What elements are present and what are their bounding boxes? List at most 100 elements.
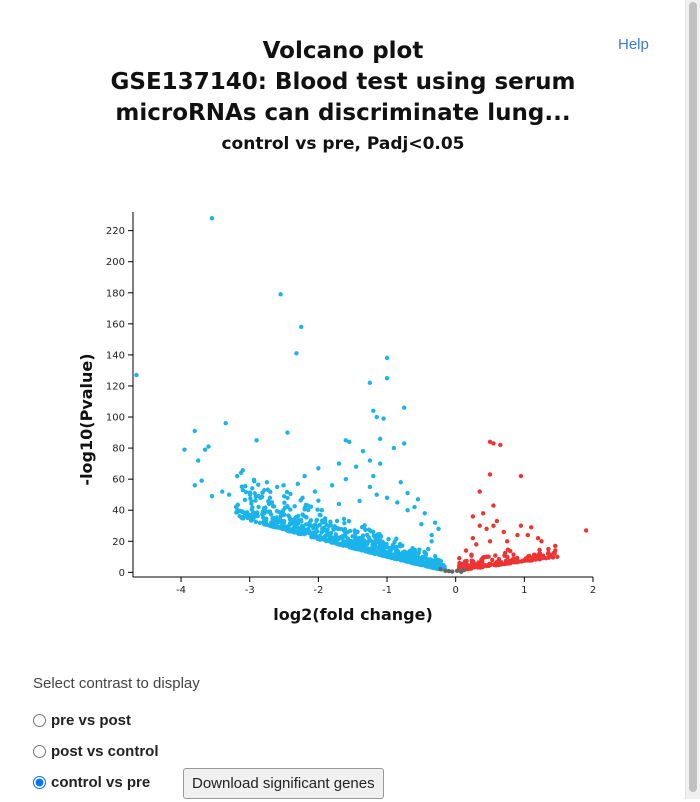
data-point	[518, 523, 524, 528]
data-point	[394, 548, 399, 553]
data-point	[196, 458, 201, 463]
data-point	[249, 518, 254, 523]
data-point	[514, 559, 519, 565]
data-point	[248, 496, 253, 501]
data-point	[469, 566, 474, 571]
data-point	[249, 507, 254, 512]
contrast-option-pre-vs-post[interactable]: pre vs post	[33, 709, 200, 731]
y-tick-label: 0	[119, 568, 125, 579]
data-point	[375, 532, 380, 537]
data-point	[313, 531, 318, 536]
data-point	[377, 461, 383, 466]
data-point	[366, 527, 372, 532]
data-point	[502, 553, 507, 558]
data-point	[401, 405, 407, 410]
data-point	[555, 554, 560, 559]
data-point	[338, 542, 343, 547]
data-point	[415, 497, 421, 502]
data-point	[333, 532, 338, 537]
data-point	[182, 447, 187, 452]
data-point	[501, 529, 506, 535]
data-point	[477, 523, 482, 528]
data-point	[300, 524, 306, 529]
data-point	[491, 523, 496, 528]
data-point	[522, 558, 527, 563]
data-point	[413, 556, 418, 561]
data-point	[316, 498, 321, 503]
data-point	[413, 560, 419, 565]
data-point	[386, 536, 391, 542]
plot-title-line: microRNAs can discriminate lung...	[115, 100, 571, 126]
x-tick-label: -1	[382, 585, 392, 596]
data-point	[496, 556, 502, 562]
data-point	[328, 519, 333, 525]
radio-control-vs-pre[interactable]	[33, 775, 46, 789]
data-point	[422, 549, 427, 555]
y-tick-label: 40	[112, 506, 125, 517]
x-tick-label: -4	[176, 585, 186, 596]
data-point	[374, 414, 379, 420]
data-point	[376, 546, 381, 552]
data-point	[529, 525, 534, 530]
scrollbar-thumb[interactable]	[689, 2, 697, 792]
data-point	[296, 513, 301, 519]
data-point	[383, 550, 388, 555]
data-point	[486, 554, 491, 559]
y-tick-label: 220	[106, 226, 125, 237]
data-point	[256, 482, 261, 487]
y-tick-label: 20	[112, 537, 125, 548]
radio-post-vs-control[interactable]	[33, 744, 46, 758]
data-point	[374, 492, 379, 497]
data-point	[252, 491, 257, 496]
data-point	[552, 551, 557, 556]
contrast-controls: Select contrast to display pre vs post p…	[33, 675, 200, 802]
data-point	[395, 500, 400, 505]
data-point	[243, 511, 249, 517]
data-point	[416, 550, 421, 556]
data-point	[457, 565, 462, 570]
radio-pre-vs-post[interactable]	[33, 713, 46, 727]
download-significant-genes-button[interactable]: Download significant genes	[183, 768, 384, 799]
data-point	[377, 436, 383, 441]
scrollbar[interactable]	[685, 0, 700, 799]
data-point	[420, 554, 425, 560]
data-point	[235, 502, 241, 508]
data-point	[450, 569, 455, 574]
data-point	[351, 539, 356, 544]
data-point	[220, 489, 225, 494]
x-tick-label: 1	[521, 585, 527, 596]
data-point	[432, 520, 438, 525]
data-point	[515, 532, 520, 538]
data-point	[311, 526, 316, 531]
data-point	[323, 537, 328, 543]
data-point	[366, 538, 371, 544]
data-point	[346, 518, 352, 524]
data-point	[487, 472, 493, 477]
data-point	[376, 550, 382, 555]
contrast-option-control-vs-pre[interactable]: control vs pre	[33, 771, 200, 793]
contrast-option-post-vs-control[interactable]: post vs control	[33, 740, 200, 762]
data-point	[223, 421, 228, 426]
data-point	[487, 539, 493, 544]
data-point	[480, 511, 486, 516]
y-tick-label: 60	[112, 475, 125, 486]
data-point	[340, 536, 345, 541]
data-point	[397, 554, 402, 559]
data-point	[378, 538, 383, 543]
data-point	[518, 473, 524, 479]
data-point	[336, 501, 342, 507]
data-point	[257, 520, 263, 525]
help-link[interactable]: Help	[618, 36, 649, 53]
data-point	[487, 439, 493, 445]
data-point	[237, 513, 242, 519]
data-point	[282, 512, 287, 517]
data-point	[332, 524, 337, 529]
data-point	[405, 490, 410, 496]
data-point	[409, 555, 415, 560]
data-point	[469, 552, 474, 557]
data-point	[254, 510, 260, 515]
data-point	[327, 535, 333, 540]
data-point	[367, 380, 373, 386]
data-point	[202, 447, 208, 452]
data-point	[525, 532, 530, 538]
